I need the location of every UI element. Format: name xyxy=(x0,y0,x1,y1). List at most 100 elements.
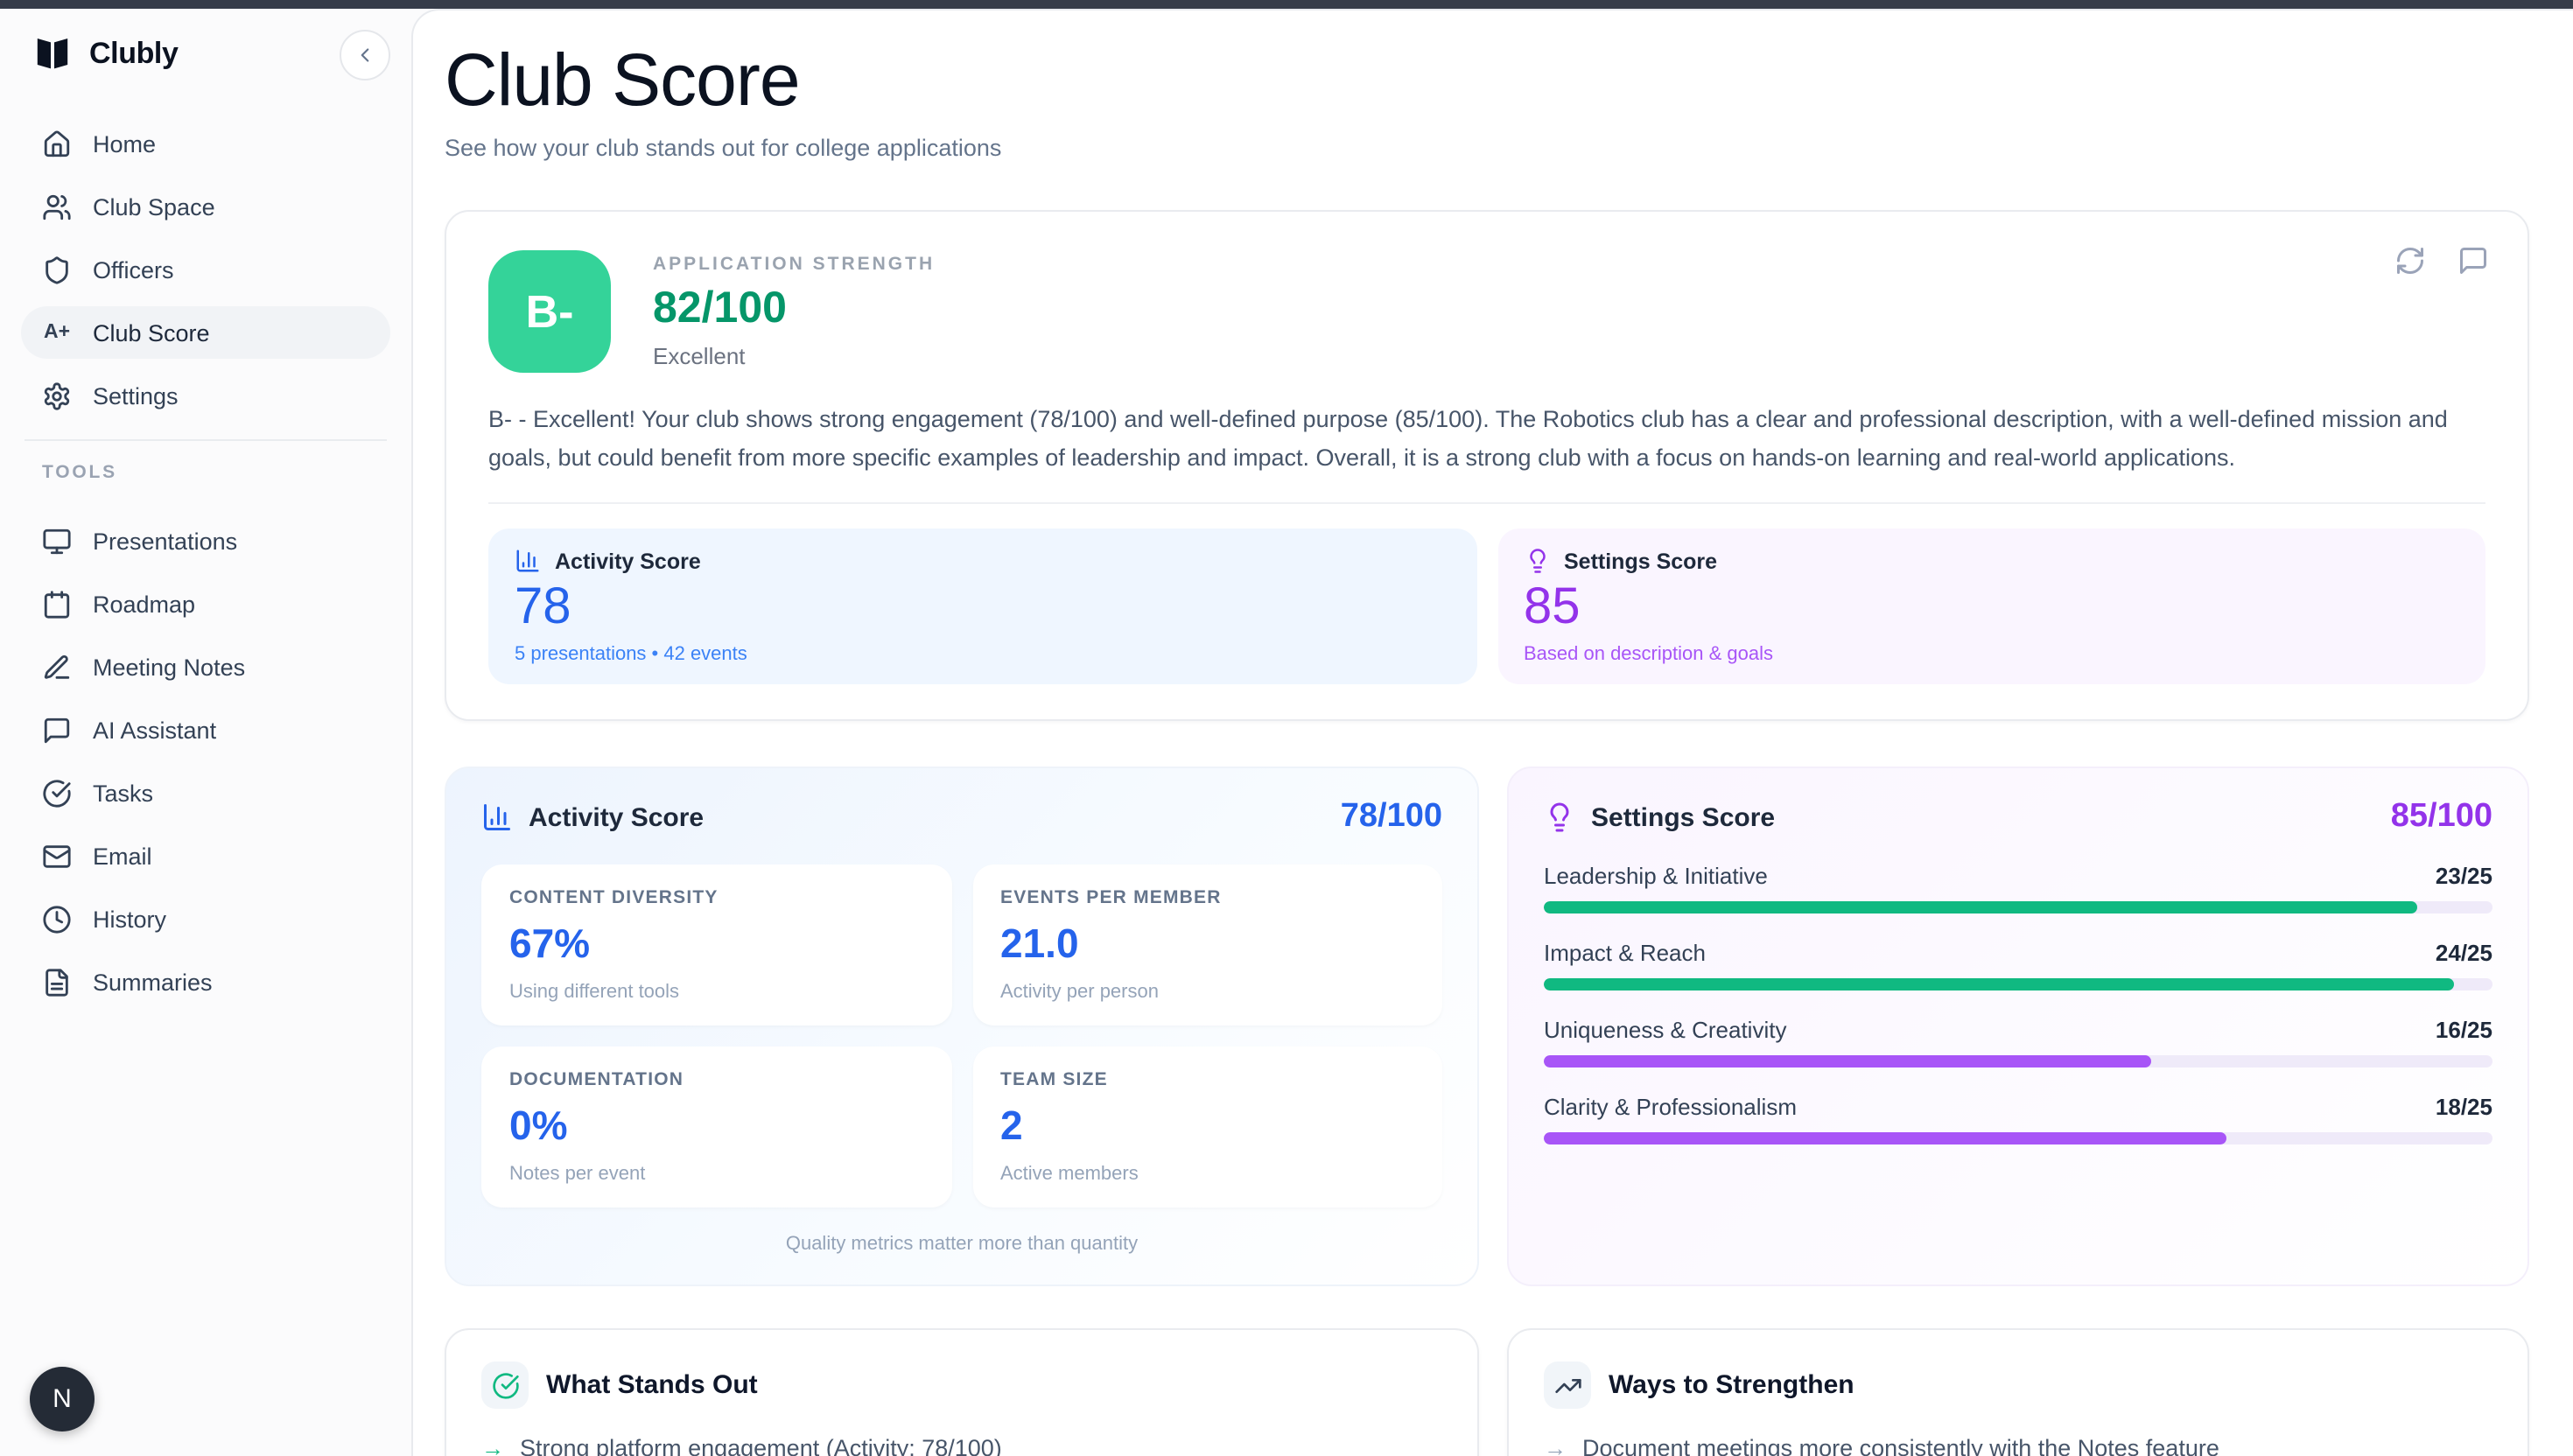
metric-value: 2 xyxy=(1000,1102,1023,1149)
metric-sub: Active members xyxy=(1000,1164,1139,1186)
home-icon xyxy=(44,130,70,157)
sidebar-item-summaries[interactable]: Summaries xyxy=(21,956,390,1008)
page-title: Club Score xyxy=(445,38,801,121)
metric-label: TEAM SIZE xyxy=(1000,1069,1108,1091)
lightbulb-icon xyxy=(1550,802,1569,832)
lightbulb-icon xyxy=(1529,549,1545,573)
activity-card-score: 78/100 xyxy=(1340,798,1442,836)
progress-track xyxy=(1544,1055,2492,1068)
bar-chart-icon xyxy=(516,550,539,572)
bar-label: Clarity & Professionalism xyxy=(1544,1094,1797,1121)
message-square-icon xyxy=(2460,248,2486,275)
stands-out-item: → Strong platform engagement (Activity: … xyxy=(481,1435,1442,1456)
stands-out-list: → Strong platform engagement (Activity: … xyxy=(481,1435,1442,1456)
sidebar-item-presentations[interactable]: Presentations xyxy=(21,514,390,567)
arrow-right-icon: → xyxy=(1544,1435,1567,1456)
pen-icon xyxy=(44,654,70,678)
main-content: Club Score See how your club stands out … xyxy=(411,9,2573,1456)
settings-row-clarity: Clarity & Professionalism 18/25 xyxy=(1544,1094,2492,1145)
insights-row: What Stands Out → Strong platform engage… xyxy=(445,1328,2529,1456)
score-label: APPLICATION STRENGTH xyxy=(653,254,936,276)
metric-label: EVENTS PER MEMBER xyxy=(1000,887,1222,909)
metric-value: 0% xyxy=(509,1102,568,1149)
metric-team-size: TEAM SIZE 2 Active members xyxy=(972,1046,1442,1208)
metric-documentation: DOCUMENTATION 0% Notes per event xyxy=(481,1046,951,1208)
sidebar-item-label: Summaries xyxy=(93,969,213,995)
sidebar-item-label: AI Assistant xyxy=(93,717,217,743)
gear-icon xyxy=(44,382,70,410)
user-avatar[interactable]: N xyxy=(30,1367,95,1432)
score-summary: APPLICATION STRENGTH 82/100 Excellent xyxy=(653,255,935,370)
users-icon xyxy=(43,193,71,220)
sidebar-item-label: Officers xyxy=(93,256,174,283)
sidebar-item-officers[interactable]: Officers xyxy=(21,243,390,296)
metric-label: DOCUMENTATION xyxy=(509,1069,684,1091)
strengthen-item: → Document meetings more consistently wi… xyxy=(1544,1435,2492,1456)
metric-sub: Activity per person xyxy=(1000,982,1159,1004)
settings-mini-sub: Based on description & goals xyxy=(1524,644,1773,666)
check-circle-icon xyxy=(43,779,71,807)
sidebar: Clubly Home Club Space Officers xyxy=(0,9,411,1456)
sidebar-item-label: Tasks xyxy=(93,780,154,806)
sidebar-item-club-space[interactable]: Club Space xyxy=(21,180,390,233)
bar-score: 16/25 xyxy=(2435,1017,2492,1044)
sidebar-item-meeting-notes[interactable]: Meeting Notes xyxy=(21,640,390,693)
sidebar-item-label: Home xyxy=(93,130,157,157)
sidebar-item-label: Club Space xyxy=(93,193,215,220)
sidebar-item-tasks[interactable]: Tasks xyxy=(21,766,390,819)
bar-label: Uniqueness & Creativity xyxy=(1544,1017,1787,1044)
metric-content-diversity: CONTENT DIVERSITY 67% Using different to… xyxy=(481,864,951,1026)
bar-label: Impact & Reach xyxy=(1544,940,1706,967)
settings-card-score: 85/100 xyxy=(2390,798,2492,836)
calendar-icon xyxy=(44,590,70,618)
bar-score: 18/25 xyxy=(2435,1094,2492,1121)
refresh-icon xyxy=(2397,248,2423,275)
sidebar-item-settings[interactable]: Settings xyxy=(21,369,390,422)
stands-out-header: What Stands Out xyxy=(481,1362,1442,1410)
activity-metrics-grid: CONTENT DIVERSITY 67% Using different to… xyxy=(481,864,1442,1208)
settings-mini-value: 85 xyxy=(1524,579,1581,636)
settings-card-title: Settings Score xyxy=(1591,802,1776,833)
sidebar-item-history[interactable]: History xyxy=(21,892,390,945)
score-divider xyxy=(488,502,2485,505)
strengthen-list: → Document meetings more consistently wi… xyxy=(1544,1435,2492,1456)
progress-track xyxy=(1544,978,2492,991)
settings-score-mini-card: Settings Score 85 Based on description &… xyxy=(1497,528,2485,685)
metric-sub: Using different tools xyxy=(509,982,680,1004)
feedback-button[interactable] xyxy=(2457,244,2492,279)
check-circle-icon xyxy=(492,1372,518,1398)
strengthen-iconbox xyxy=(1544,1362,1591,1410)
activity-card-footer: Quality metrics matter more than quantit… xyxy=(785,1234,1139,1256)
settings-row-leadership: Leadership & Initiative 23/25 xyxy=(1544,863,2492,914)
mini-score-row: Activity Score 78 5 presentations • 42 e… xyxy=(488,528,2485,685)
sidebar-item-label: Club Score xyxy=(93,319,210,346)
application-strength-card: B- APPLICATION STRENGTH 82/100 Excellent… xyxy=(445,210,2529,722)
progress-fill xyxy=(1544,1055,2151,1068)
strengthen-item-text: Document meetings more consistently with… xyxy=(1582,1435,2219,1456)
brand-row: Clubly xyxy=(21,26,390,82)
activity-card-title: Activity Score xyxy=(529,802,705,833)
score-description: B- - Excellent! Your club shows strong e… xyxy=(488,406,2448,472)
trending-up-icon xyxy=(1554,1378,1581,1393)
sidebar-collapse-button[interactable] xyxy=(340,29,390,80)
settings-row-uniqueness: Uniqueness & Creativity 16/25 xyxy=(1544,1017,2492,1068)
sidebar-item-ai-assistant[interactable]: AI Assistant xyxy=(21,704,390,756)
page-subtitle: See how your club stands out for college… xyxy=(445,135,1002,162)
progress-fill xyxy=(1544,1132,2227,1145)
tools-section-label: TOOLS xyxy=(42,462,117,483)
sidebar-item-club-score[interactable]: A+ Club Score xyxy=(21,306,390,359)
metric-value: 67% xyxy=(509,920,591,967)
shield-icon xyxy=(46,256,68,284)
sidebar-item-roadmap[interactable]: Roadmap xyxy=(21,578,390,630)
sidebar-item-home[interactable]: Home xyxy=(21,117,390,170)
mail-icon xyxy=(43,844,71,867)
metric-label: CONTENT DIVERSITY xyxy=(509,887,719,909)
card-actions xyxy=(2394,244,2492,279)
progress-track xyxy=(1544,1132,2492,1145)
sidebar-item-label: Settings xyxy=(93,382,179,409)
refresh-button[interactable] xyxy=(2394,244,2429,279)
progress-fill xyxy=(1544,901,2417,914)
sidebar-item-email[interactable]: Email xyxy=(21,830,390,882)
settings-row-impact: Impact & Reach 24/25 xyxy=(1544,940,2492,991)
